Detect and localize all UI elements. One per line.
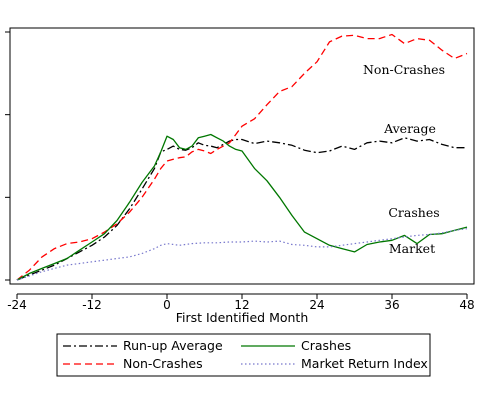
- series-layer: [16, 33, 468, 281]
- x-tick-label: 12: [234, 298, 249, 312]
- annotation-non-crashes: Non-Crashes: [363, 62, 445, 77]
- x-tick-label: 24: [309, 298, 324, 312]
- legend-label: Market Return Index: [301, 356, 428, 371]
- series-line-crashes: [16, 133, 468, 281]
- x-tick-label: -12: [82, 298, 102, 312]
- x-axis-title: First Identified Month: [176, 310, 309, 325]
- series-annotations: Average Non-Crashes Crashes Market: [363, 62, 445, 256]
- annotation-crashes: Crashes: [388, 205, 439, 220]
- x-tick-label: -24: [7, 298, 27, 312]
- plot-area: -24 -12 0 12 24 36 48: [5, 27, 475, 312]
- legend-box: [56, 333, 431, 377]
- legend-label: Run-up Average: [123, 338, 223, 353]
- x-tick-label: 36: [384, 298, 399, 312]
- series-line-market-return-index: [16, 228, 468, 281]
- series-line-run-up-average: [16, 137, 467, 281]
- x-tick-label: 0: [163, 298, 171, 312]
- plot-frame: [9, 27, 475, 285]
- annotation-run-up-average: Average: [383, 121, 436, 136]
- legend-label: Non-Crashes: [123, 356, 203, 371]
- annotation-market-return-index: Market: [389, 241, 435, 256]
- legend-label: Crashes: [301, 338, 351, 353]
- legend: Run-up Average Crashes Non-Crashes Market R…: [56, 333, 431, 377]
- x-tick-label: 48: [459, 298, 474, 312]
